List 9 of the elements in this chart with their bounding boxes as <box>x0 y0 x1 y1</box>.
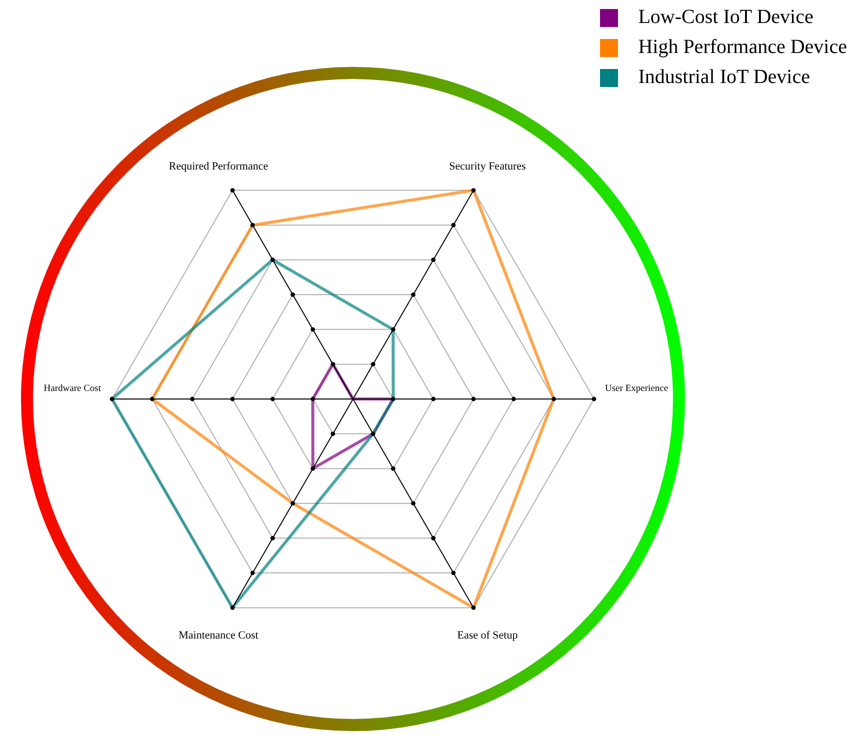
legend-label: Industrial IoT Device <box>638 66 810 88</box>
spoke-label: Security Features <box>449 160 526 172</box>
spoke-label: Required Performance <box>168 160 268 172</box>
legend-label: High Performance Device <box>638 36 847 58</box>
legend-label: Low-Cost IoT Device <box>638 6 814 28</box>
spoke-label: Hardware Cost <box>44 384 102 394</box>
spoke-label: Maintenance Cost <box>178 630 258 642</box>
spoke-label: User Experience <box>605 384 668 394</box>
spoke-label: Ease of Setup <box>457 630 518 642</box>
